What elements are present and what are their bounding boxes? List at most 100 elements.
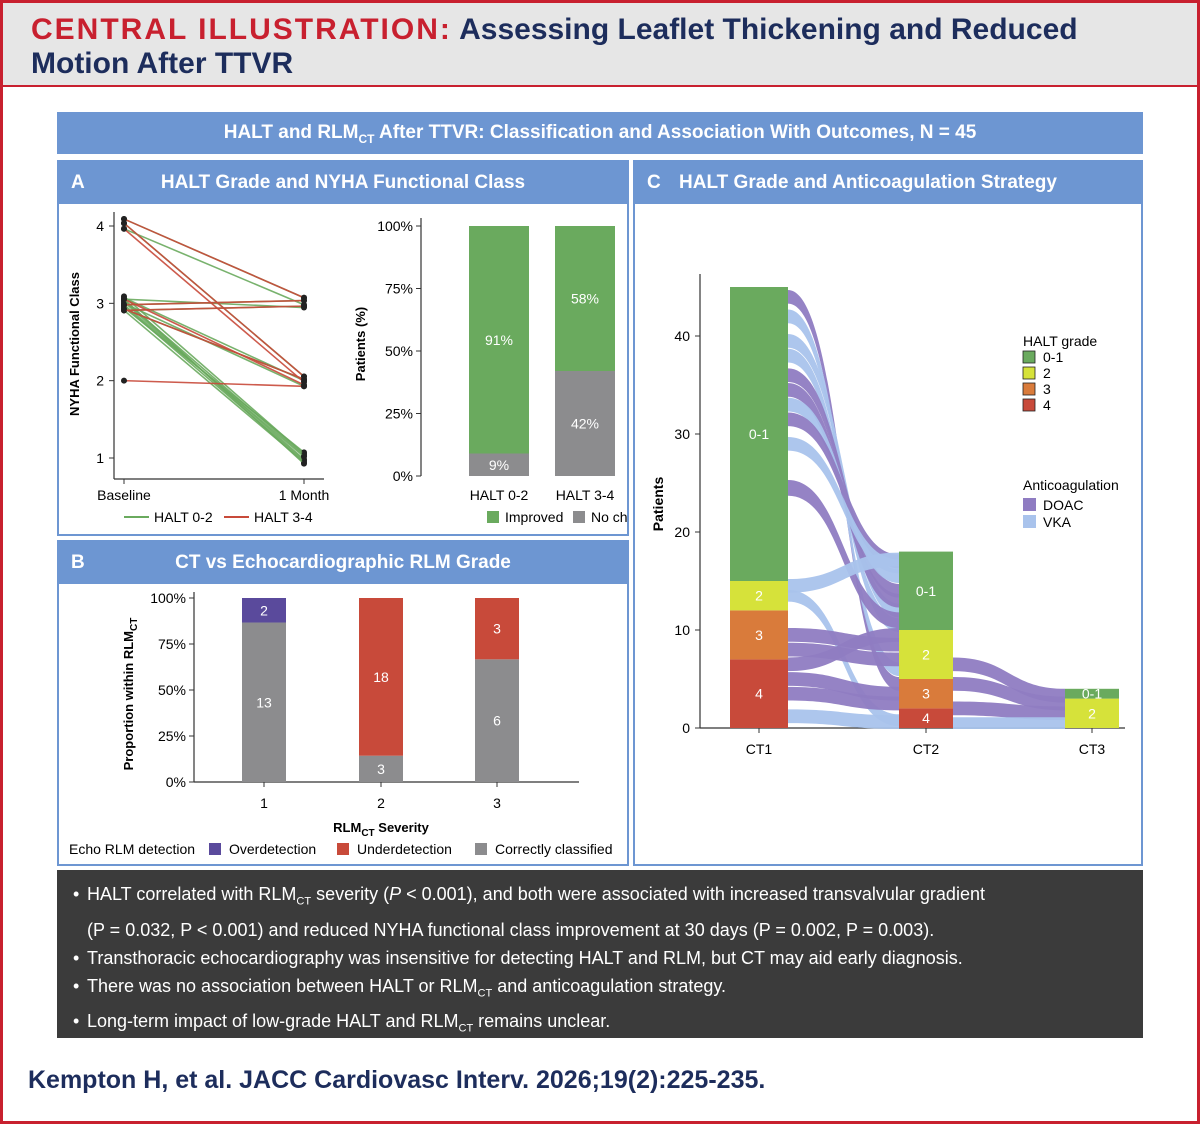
bullet-1-sub: CT (296, 895, 312, 908)
a1-patient-line (123, 298, 305, 465)
a1-legend-label: HALT 0-2 (154, 509, 213, 525)
a2-ytick-label: 0% (393, 468, 413, 484)
banner-sub: CT (358, 131, 375, 146)
bullet-1: HALT correlated with RLMCT severity (P <… (73, 880, 1127, 916)
c-ytick-label: 0 (682, 720, 690, 736)
c-legend-ac-swatch (1023, 498, 1036, 511)
c-flow (788, 436, 899, 574)
bullet-1-pre: HALT correlated with RLM (87, 884, 297, 904)
panel-a-letter: A (71, 172, 85, 193)
a1-point (121, 301, 127, 308)
bullet-4-pre: Long-term impact of low-grade HALT and R… (87, 1011, 459, 1032)
c-flow (788, 412, 899, 569)
b-bar-segment (475, 598, 519, 660)
a2-bar-segment (555, 371, 615, 476)
c-flow (788, 334, 899, 618)
c-bar-segment (899, 679, 953, 709)
c-flow (788, 628, 899, 672)
a1-point (301, 297, 307, 304)
b-xtick-label: 2 (377, 795, 385, 811)
c-segment-label: 2 (755, 588, 763, 604)
bullet-4-sub: CT (458, 1022, 474, 1035)
a1-xtick-label: 1 Month (279, 487, 330, 503)
b-ytick-label: 0% (166, 774, 186, 790)
b-bar-segment (242, 622, 286, 782)
bullet-3-post: and anticoagulation strategy. (492, 975, 727, 996)
b-ylabel: Proportion within RLMCT (121, 618, 140, 771)
b-bar-segment (359, 755, 403, 782)
a2-ytick-label: 50% (385, 343, 413, 359)
c-segment-label: 0-1 (749, 426, 769, 442)
c-flow (788, 552, 899, 593)
b-legend-swatch (475, 843, 487, 855)
a2-ytick-label: 100% (377, 218, 413, 234)
b-ytick-label: 100% (150, 590, 186, 606)
c-ytick-label: 20 (674, 524, 690, 540)
b-data-label: 2 (260, 602, 268, 618)
panel-c-letter: C (647, 172, 661, 193)
a1-ytick-label: 4 (96, 218, 104, 234)
a1-patient-line (123, 222, 305, 378)
a2-xtick-label: HALT 3-4 (556, 487, 615, 503)
bullet-1-line2: (P = 0.032, P < 0.001) and reduced NYHA … (87, 919, 935, 940)
a1-point (301, 303, 307, 310)
c-legend-ac-swatch (1023, 515, 1036, 528)
bullet-3-pre: There was no association between HALT or… (87, 975, 478, 996)
c-flow (788, 368, 899, 598)
c-bar-segment (1065, 688, 1119, 699)
a1-ytick-label: 3 (96, 295, 104, 311)
panel-c-title-bar: C HALT Grade and Anticoagulation Strateg… (635, 162, 1141, 204)
c-ytick-label: 30 (674, 426, 690, 442)
a2-ylabel: Patients (%) (353, 307, 368, 381)
banner-post: After TTVR: Classification and Associati… (374, 122, 977, 143)
bullet-3: There was no association between HALT or… (73, 972, 1127, 1008)
panel-c-title: HALT Grade and Anticoagulation Strategy (679, 172, 1057, 193)
c-flow (788, 480, 899, 629)
key-points: HALT correlated with RLMCT severity (P <… (57, 870, 1143, 1038)
b-xtick-label: 3 (493, 795, 501, 811)
c-ylabel: Patients (650, 477, 666, 532)
bullet-4-post: remains unclear. (473, 1011, 611, 1032)
c-bar-segment (730, 287, 788, 581)
page-title: CENTRAL ILLUSTRATION: Assessing Leaflet … (31, 13, 1169, 81)
c-segment-label: 4 (922, 710, 930, 726)
panel-b: B CT vs Echocardiographic RLM Grade 0% 25… (57, 540, 629, 866)
nyha-line-chart: 1 2 3 4 Baseline 1 Month NYHA Functional Class… (67, 212, 330, 525)
a1-ylabel: NYHA Functional Class (67, 272, 82, 416)
c-flow (788, 672, 899, 701)
c-legend-grade-swatch (1022, 398, 1036, 412)
a1-patient-line (123, 308, 305, 381)
title-label: CENTRAL ILLUSTRATION: (31, 13, 452, 46)
a2-legend-swatch (487, 511, 499, 523)
header: CENTRAL ILLUSTRATION: Assessing Leaflet … (3, 3, 1197, 87)
bullet-3-sub: CT (477, 987, 493, 1000)
a1-patient-line (123, 305, 305, 312)
b-ytick-label: 75% (158, 636, 186, 652)
b-legend-swatch (209, 843, 221, 855)
a2-data-label: 91% (485, 332, 513, 348)
c-segment-label: 2 (922, 647, 930, 663)
c-legend-grade-swatch (1022, 382, 1036, 396)
b-data-label: 3 (377, 761, 385, 777)
c-bar-segment (730, 610, 788, 660)
c-flow (788, 686, 899, 711)
a1-point (121, 377, 127, 384)
c-legend-ac-label: VKA (1043, 514, 1072, 530)
b-bar-segment (359, 598, 403, 756)
banner-pre: HALT and RLM (223, 122, 359, 143)
b-xlabel: RLMCT Severity (333, 820, 429, 839)
a1-point (301, 376, 307, 383)
c-legend-grade-label: 2 (1043, 365, 1051, 381)
a1-point (121, 216, 127, 222)
a1-patient-line (123, 379, 305, 388)
title-line2: Motion After TTVR (31, 47, 294, 80)
c-flow (953, 717, 1065, 729)
panel-b-title-bar: B CT vs Echocardiographic RLM Grade (59, 542, 627, 584)
a2-xtick-label: HALT 0-2 (470, 487, 529, 503)
bullet-2: Transthoracic echocardiography was insen… (73, 944, 1127, 972)
a1-point (301, 383, 307, 390)
citation: Kempton H, et al. JACC Cardiovasc Interv… (28, 1066, 766, 1094)
c-segment-label: 2 (1088, 705, 1096, 721)
a2-ytick-label: 25% (385, 406, 413, 422)
c-bar-segment (730, 659, 788, 728)
